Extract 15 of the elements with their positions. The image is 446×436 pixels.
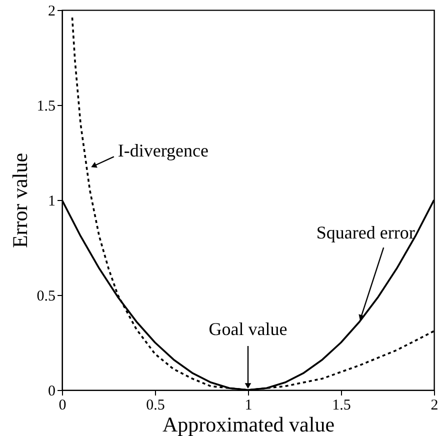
y-tick-label: 2 [48, 4, 56, 20]
x-tick-label: 1 [244, 398, 252, 414]
x-tick-label: 1.5 [332, 398, 351, 414]
x-tick-label: 2 [430, 398, 438, 414]
x-tick-label: 0.5 [146, 398, 165, 414]
y-tick-label: 0 [48, 384, 56, 400]
annotation: Goal value [208, 319, 288, 339]
y-tick-label: 0.5 [36, 288, 56, 304]
annotation: Squared error [316, 222, 415, 243]
annotation: I-divergence [118, 140, 209, 161]
x-tick-label: 0 [58, 398, 66, 414]
x-axis-title: Approximated value [162, 412, 335, 436]
y-tick-label: 1 [48, 194, 56, 210]
y-tick-label: 1.5 [36, 98, 56, 114]
y-axis-title: Error value [8, 152, 32, 248]
